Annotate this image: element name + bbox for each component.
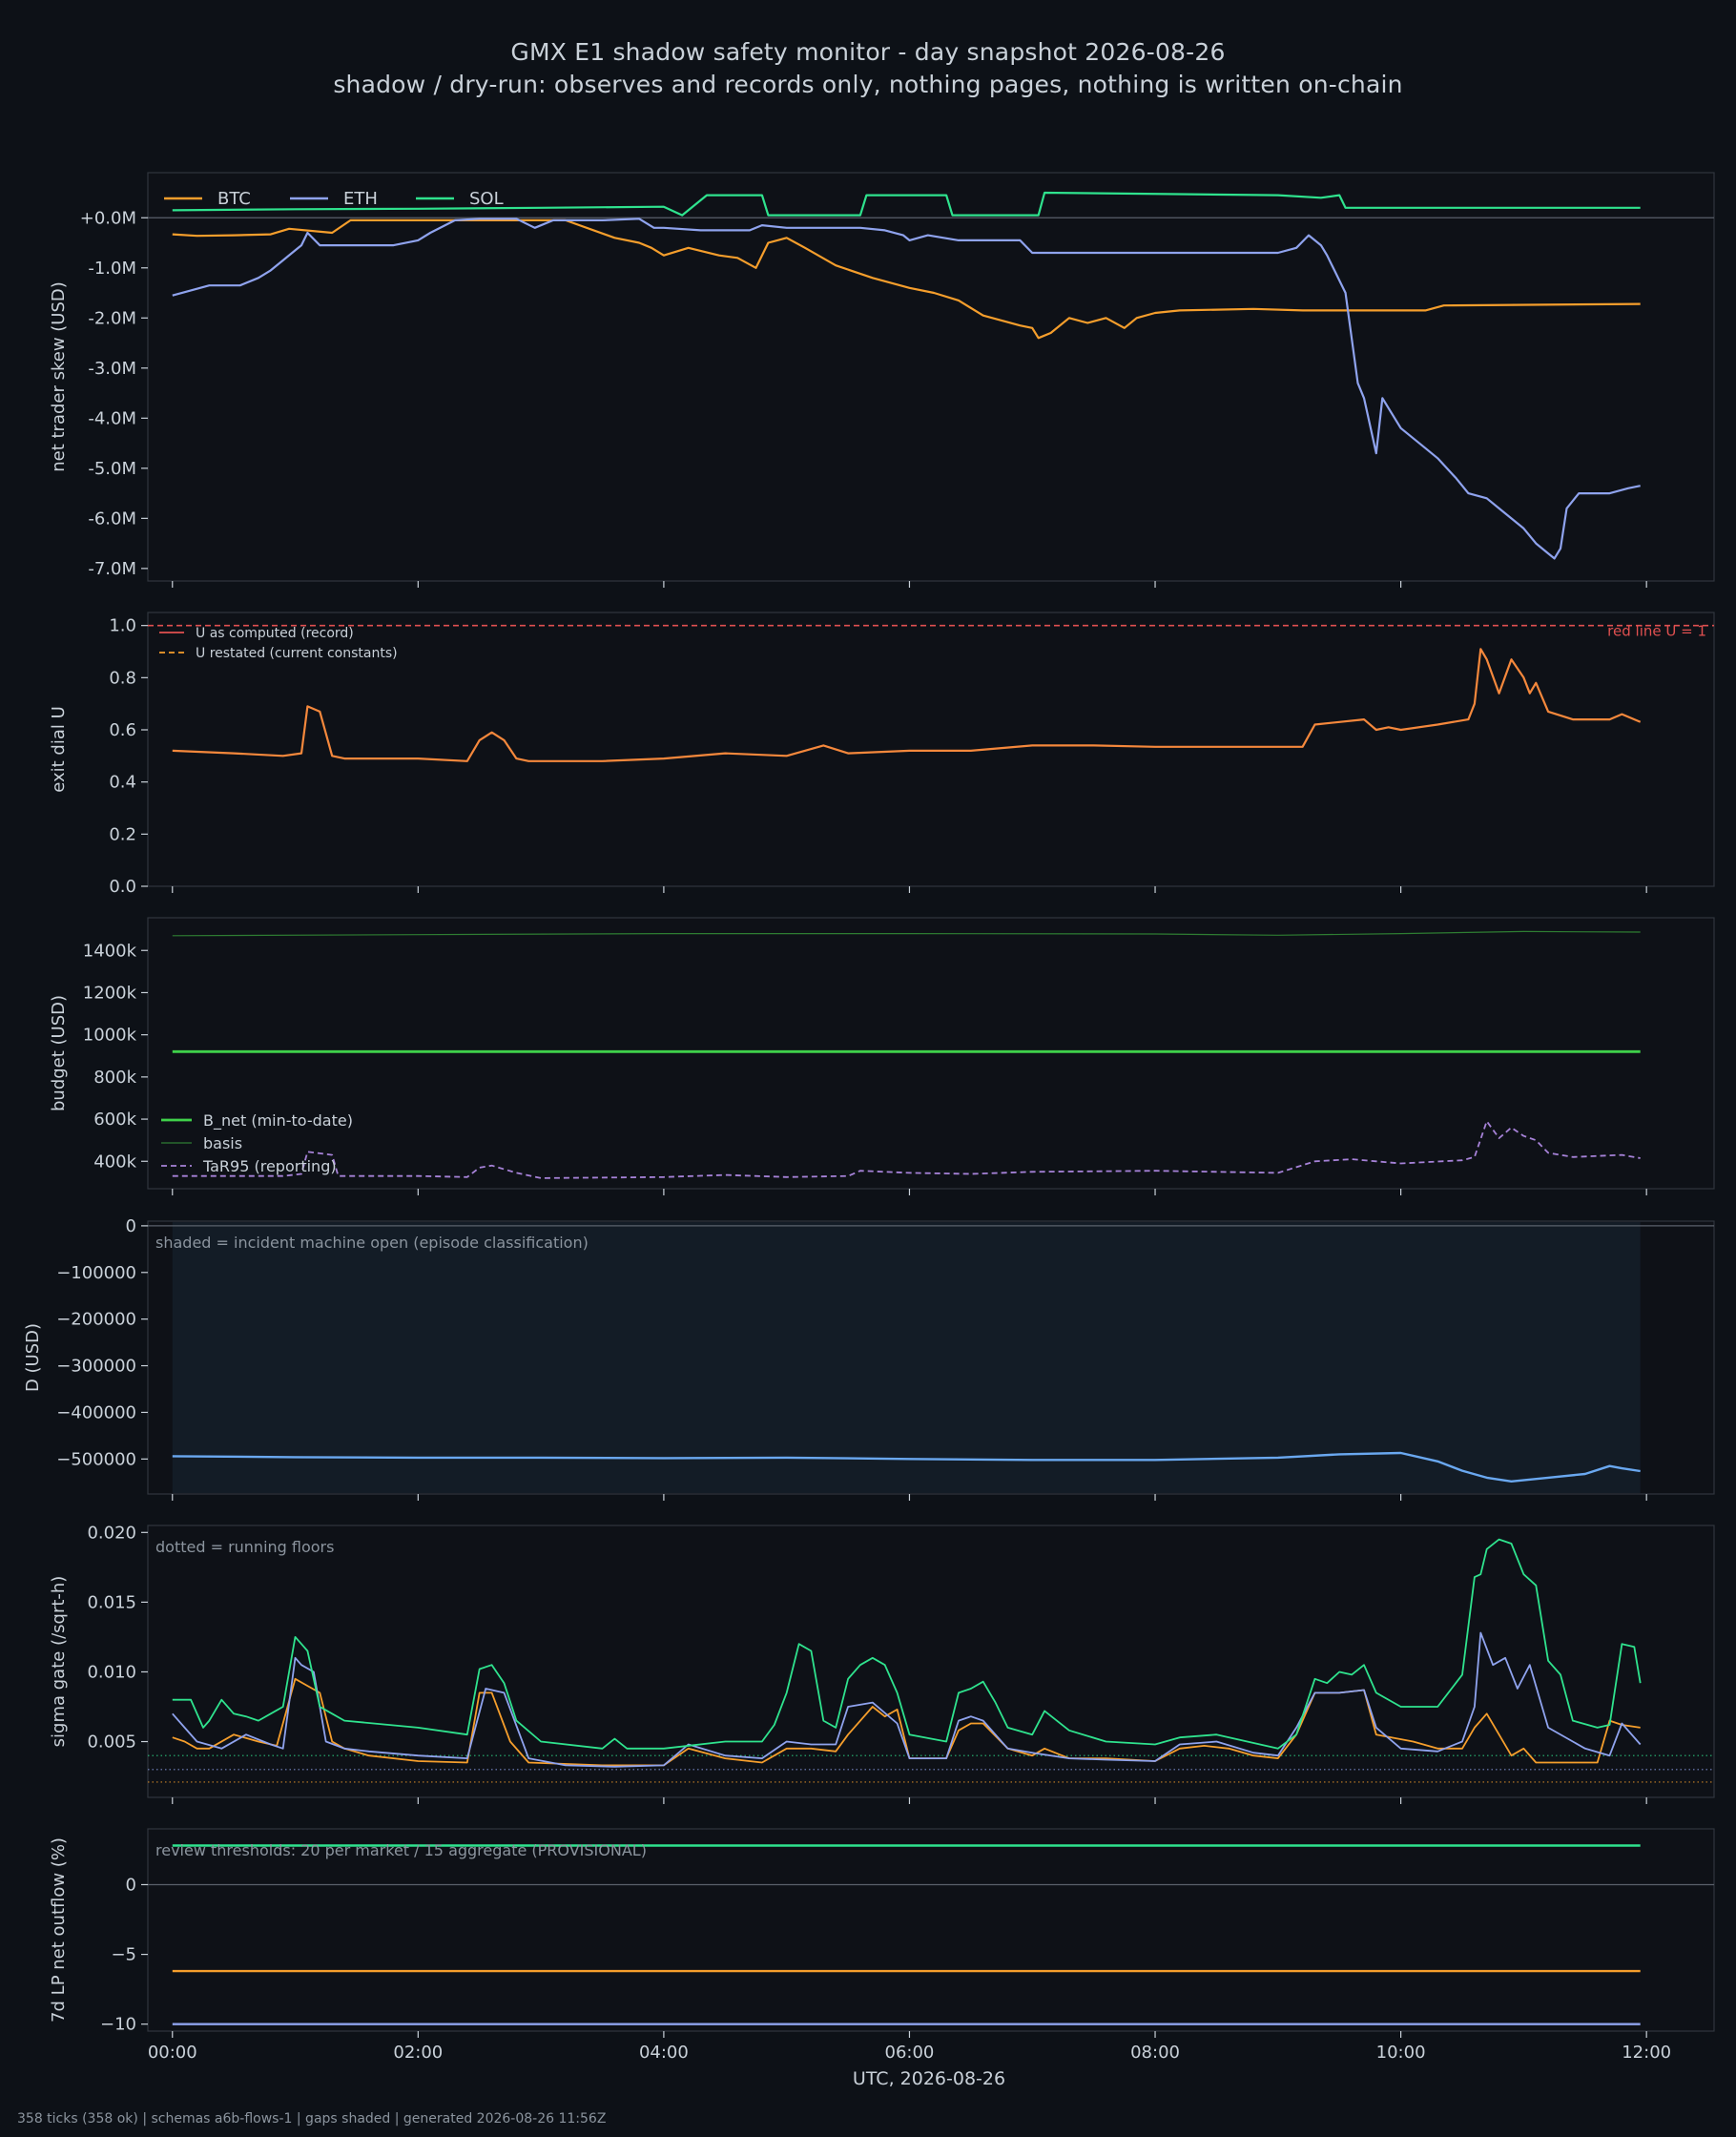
figure-title-block: GMX E1 shadow safety monitor - day snaps… — [0, 36, 1736, 101]
y-axis-label: D (USD) — [23, 1323, 43, 1392]
panel-annotation: review thresholds: 20 per market / 15 ag… — [155, 1841, 647, 1859]
y-tick-label: -2.0M — [88, 308, 136, 328]
x-tick-label: 00:00 — [148, 2043, 197, 2063]
series-line-sol — [172, 191, 1641, 217]
y-tick-label: −400000 — [56, 1402, 136, 1422]
status-footer: 358 ticks (358 ok) | schemas a6b-flows-1… — [17, 2111, 607, 2127]
plot-area — [147, 172, 1715, 582]
x-tick-label: 08:00 — [1130, 2043, 1180, 2063]
legend-label: U restated (current constants) — [196, 646, 398, 661]
x-tick-label: 04:00 — [639, 2043, 689, 2063]
y-tick-label: -1.0M — [88, 259, 136, 279]
x-tick-label: 06:00 — [885, 2043, 935, 2063]
y-tick-label: 0.005 — [87, 1732, 136, 1753]
y-tick-label: 0.8 — [109, 668, 136, 688]
series-line-basis — [172, 930, 1641, 937]
x-tick-label: 02:00 — [393, 2043, 443, 2063]
y-tick-label: -4.0M — [88, 408, 136, 428]
y-tick-label: 0.4 — [109, 773, 136, 793]
y-axis-label: exit dial U — [49, 706, 69, 793]
chart-panel-1: +0.0M -1.0M -2.0M -3.0M -4.0M -5.0M -6.0M -7.0M… — [49, 172, 1715, 588]
y-axis-label: sigma gate (/sqrt-h) — [49, 1576, 69, 1748]
panel-annotation: dotted = running floors — [155, 1538, 334, 1556]
series-line-2-1 — [172, 648, 1642, 762]
chart-panel-6: 0 −5 −10 00:00 02:00 04:00 06:00 08:00 10:00 12:0… — [49, 1828, 1715, 2089]
plot-area — [147, 612, 1715, 887]
red-line-annotation: red line U = 1 — [1607, 623, 1706, 640]
y-axis-label: 7d LP net outflow (%) — [49, 1837, 69, 2023]
y-tick-label: 1200k — [83, 983, 137, 1003]
y-tick-label: 0.010 — [87, 1662, 136, 1682]
y-tick-label: −200000 — [56, 1310, 136, 1330]
y-tick-label: -5.0M — [88, 459, 136, 479]
series-line-eth — [172, 218, 1641, 560]
y-tick-label: 0 — [126, 1216, 136, 1236]
legend-label: TaR95 (reporting) — [202, 1157, 337, 1175]
y-tick-label: 0.015 — [87, 1592, 136, 1612]
y-tick-label: 0 — [126, 1875, 136, 1895]
chart-panel-5: 0.005 0.010 0.015 0.020 sigma gate (/sqrt-h)… — [49, 1523, 1715, 1804]
y-tick-label: −500000 — [56, 1449, 136, 1469]
y-tick-label: −5 — [111, 1945, 136, 1965]
y-axis-label: net trader skew (USD) — [49, 281, 69, 472]
y-tick-label: 1000k — [83, 1026, 137, 1046]
incident-shade — [172, 1222, 1641, 1493]
y-tick-label: 0.0 — [109, 877, 136, 897]
legend-label: B_net (min-to-date) — [203, 1111, 353, 1131]
y-tick-label: 400k — [93, 1151, 136, 1172]
y-tick-label: -3.0M — [88, 359, 136, 379]
chart-panel-2: 0.0 0.2 0.4 0.6 0.8 1.0 exit dial U red line U … — [49, 612, 1715, 897]
legend-label: U as computed (record) — [196, 626, 354, 641]
legend-label: SOL — [469, 189, 504, 209]
figure-title: GMX E1 shadow safety monitor - day snaps… — [510, 38, 1226, 66]
y-tick-label: 0.6 — [109, 720, 136, 740]
chart-panel-4: 0 −100000 −200000 −300000 −400000 −500000 D (U… — [23, 1216, 1715, 1501]
series-line-5-2 — [172, 1631, 1642, 1768]
x-axis-label: UTC, 2026-08-26 — [853, 2068, 1005, 2089]
plot-area — [147, 1525, 1715, 1798]
y-tick-label: 800k — [93, 1068, 136, 1088]
y-axis-label: budget (USD) — [49, 995, 69, 1111]
figure-subtitle: shadow / dry-run: observes and records o… — [333, 71, 1403, 98]
y-tick-label: 0.020 — [87, 1523, 136, 1543]
legend-label: basis — [203, 1134, 242, 1152]
y-tick-label: −10 — [100, 2015, 136, 2035]
series-line-4-1 — [172, 1451, 1641, 1483]
y-tick-label: −300000 — [56, 1357, 136, 1377]
y-tick-label: -7.0M — [88, 559, 136, 579]
y-tick-label: +0.0M — [80, 208, 136, 228]
series-line-btc — [172, 218, 1641, 340]
y-tick-label: 0.2 — [109, 824, 136, 844]
y-tick-label: 1400k — [83, 941, 137, 961]
y-tick-label: −100000 — [56, 1263, 136, 1283]
plot-area — [147, 1828, 1715, 2032]
x-tick-label: 12:00 — [1622, 2043, 1671, 2063]
y-tick-label: -6.0M — [88, 508, 136, 529]
panel-annotation: shaded = incident machine open (episode … — [155, 1234, 589, 1252]
series-line-tar95-reporting- — [172, 1120, 1641, 1179]
x-tick-label: 10:00 — [1376, 2043, 1426, 2063]
series-line-5-3 — [172, 1538, 1642, 1750]
y-tick-label: 600k — [93, 1110, 136, 1130]
plot-area — [147, 917, 1715, 1190]
legend-label: BTC — [217, 189, 251, 209]
y-tick-label: 1.0 — [109, 616, 136, 636]
legend-label: ETH — [343, 189, 378, 209]
chart-panel-3: 400k 600k 800k 1000k 1200k 1400k budget (USD) B… — [49, 917, 1715, 1195]
